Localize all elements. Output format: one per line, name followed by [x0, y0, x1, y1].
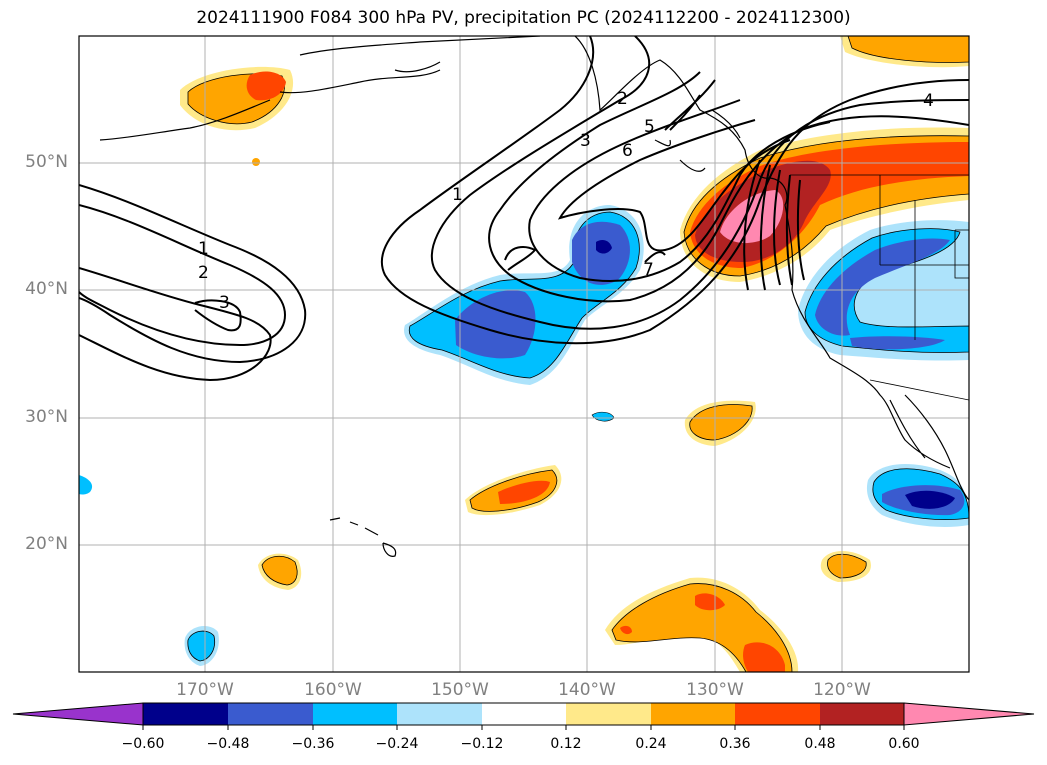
lat-label: 50°N	[25, 152, 68, 172]
precip-positive-region	[252, 158, 260, 166]
colorbar-tick-label: 0.36	[719, 736, 751, 752]
precip-positive-region	[498, 480, 550, 504]
precip-negative-region	[591, 411, 615, 422]
colorbar-extend-high	[903, 702, 1035, 726]
colorbar-swatch	[566, 703, 651, 725]
precip-positive-region	[720, 190, 784, 244]
colorbar-swatch	[482, 703, 566, 725]
pv-contour-main	[504, 246, 666, 271]
contour-label: 5	[644, 117, 655, 137]
contour-label-group: 1 2 3 1 2 3 4 5 6 7	[198, 89, 934, 313]
pv-contour-west	[194, 299, 242, 332]
colorbar-tick-label: −0.48	[206, 736, 250, 752]
colorbar-tick-label: 0.24	[635, 736, 667, 752]
map-frame	[78, 35, 970, 673]
colorbar-tick-label: 0.60	[888, 736, 920, 752]
contour-label: 2	[198, 263, 209, 283]
pv-contour-main	[557, 119, 791, 252]
lon-label: 130°W	[686, 680, 744, 700]
contour-label: 3	[580, 131, 591, 151]
coastlines	[99, 36, 969, 557]
precip-negative-region	[572, 221, 630, 285]
state-borders	[790, 174, 969, 401]
precip-negative-region	[187, 630, 216, 662]
precip-positive-region	[261, 555, 298, 586]
pv-contours	[79, 36, 969, 382]
lon-label: 120°W	[813, 680, 871, 700]
precip-positive-region	[743, 642, 785, 672]
pv-contour-inner	[664, 79, 716, 131]
precip-positive-region	[246, 71, 286, 101]
contour-label: 7	[643, 260, 654, 280]
precip-negative-region	[596, 240, 612, 254]
north-america-coastline	[574, 36, 951, 469]
colorbar-extend-low	[12, 702, 144, 726]
lat-label: 20°N	[25, 534, 68, 554]
lat-label: 30°N	[25, 407, 68, 427]
colorbar-swatch	[397, 703, 482, 725]
precip-positive-region	[827, 553, 867, 579]
colorbar-swatch	[228, 703, 313, 725]
precip-negative-region	[850, 336, 945, 350]
pv-contour-main	[528, 99, 831, 283]
precip-positive-region	[620, 625, 632, 635]
precip-positive-region	[689, 404, 753, 441]
colorbar-tick-label: −0.24	[375, 736, 419, 752]
colorbar-swatch	[651, 703, 735, 725]
lon-label: 170°W	[176, 680, 234, 700]
lat-label: 40°N	[25, 279, 68, 299]
colorbar-tick-marks	[142, 725, 905, 730]
contour-label: 1	[198, 239, 209, 259]
colorbar-tick-label: 0.48	[804, 736, 836, 752]
colorbar-tick-label: −0.60	[121, 736, 165, 752]
colorbar-tick-label: 0.12	[550, 736, 582, 752]
contour-label: 6	[622, 141, 633, 161]
colorbar-swatch	[143, 703, 228, 725]
colorbar	[12, 702, 1035, 730]
map-plot-area: 1 2 3 1 2 3 4 5 6 7	[79, 36, 969, 672]
colorbar-frame	[142, 702, 905, 726]
alaska-coastline	[99, 36, 541, 141]
pv-contour-west	[79, 267, 272, 382]
colorbar-tick-label: −0.36	[291, 736, 335, 752]
colorbar-swatch	[735, 703, 820, 725]
coastal-islands	[654, 109, 741, 172]
hawaii-islands	[329, 517, 397, 557]
figure-title: 2024111900 F084 300 hPa PV, precipitatio…	[196, 8, 851, 28]
precip-positive-region	[695, 593, 725, 611]
colorbar-tick-label: −0.12	[460, 736, 504, 752]
lon-label: 140°W	[558, 680, 616, 700]
lon-label: 160°W	[304, 680, 362, 700]
pv-contour-east	[743, 159, 805, 291]
contour-label: 2	[617, 89, 628, 109]
baja-california-coastline	[904, 394, 969, 501]
precip-shading	[79, 36, 969, 672]
contour-label: 4	[923, 91, 934, 111]
pv-contour-main	[430, 36, 969, 330]
precip-negative-region	[79, 475, 93, 495]
lon-label: 150°W	[431, 680, 489, 700]
pv-contour-west	[79, 184, 307, 364]
precip-negative-region	[455, 290, 536, 359]
contour-label: 3	[219, 293, 230, 313]
colorbar-swatch	[313, 703, 397, 725]
gridlines	[79, 36, 969, 672]
colorbar-swatch	[820, 703, 904, 725]
precip-negative-region	[905, 490, 955, 509]
pv-contour-west	[79, 204, 287, 347]
contour-label: 1	[452, 185, 463, 205]
